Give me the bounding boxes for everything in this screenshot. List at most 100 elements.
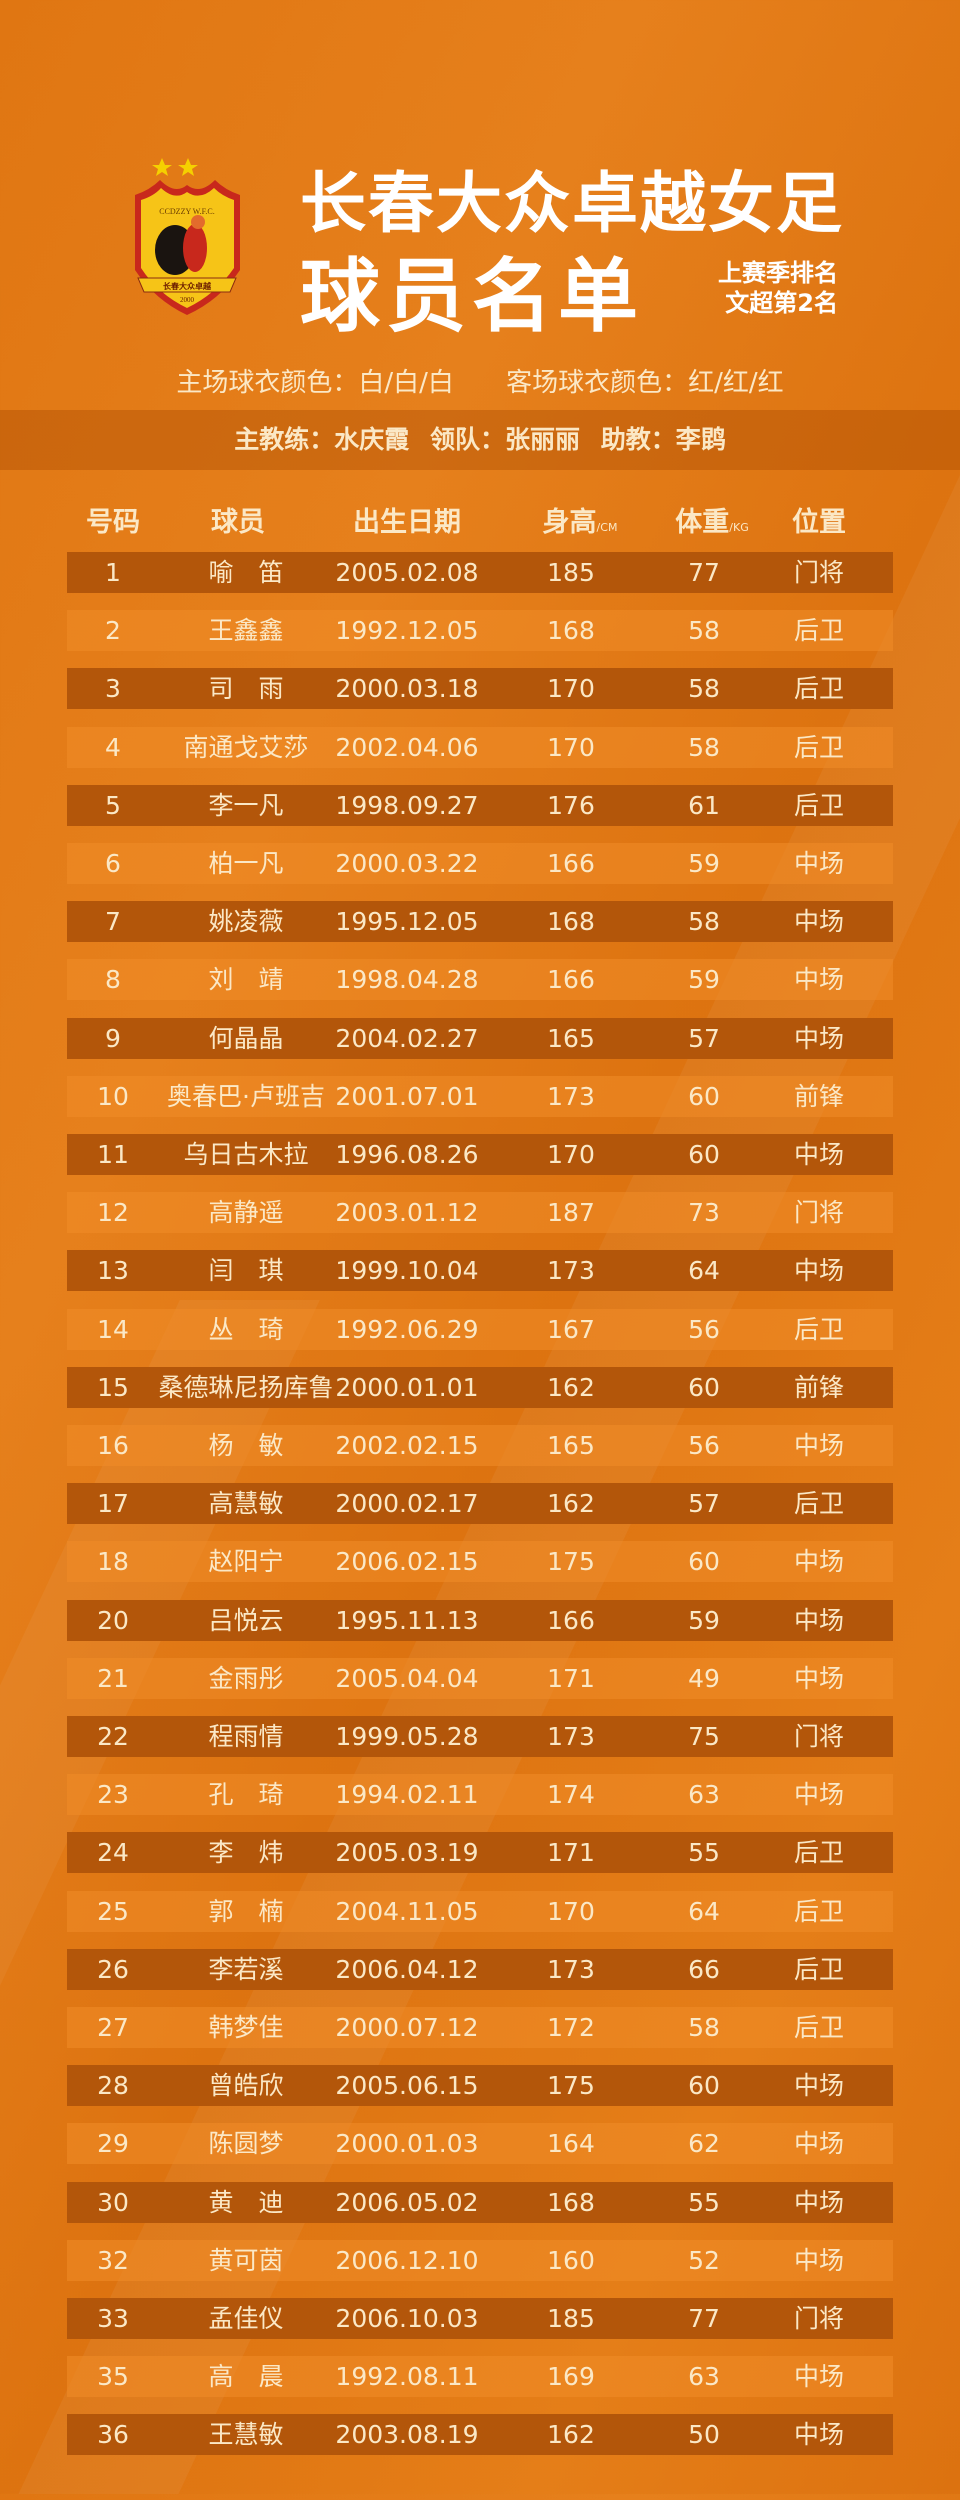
- player-name: 何晶晶: [208, 1023, 284, 1053]
- player-birth: 1999.05.28: [335, 1722, 479, 1751]
- player-position: 中场: [793, 1023, 845, 1053]
- player-height: 176: [547, 790, 595, 820]
- logo-text: CCDZZY W.F.C.: [159, 207, 215, 216]
- last-season-label: 上赛季排名: [718, 259, 838, 287]
- player-birth: 1995.11.13: [335, 1605, 479, 1635]
- player-number: 32: [97, 2245, 129, 2275]
- player-position: 中场: [793, 1431, 845, 1460]
- player-name: 李一凡: [208, 790, 284, 820]
- club-crest-logo: CCDZZY W.F.C. 长春大众卓越 2000: [135, 158, 240, 315]
- table-row: 1 喻 笛 2005.02.08 185 77 门将: [67, 552, 893, 593]
- player-number: 9: [105, 1023, 121, 1053]
- player-number: 28: [97, 2071, 129, 2101]
- last-season-rank: 上赛季排名 文超第2名: [718, 258, 838, 318]
- player-birth: 2005.06.15: [335, 2071, 479, 2101]
- player-number: 35: [97, 2362, 129, 2392]
- player-name: 曾皓欣: [208, 2071, 284, 2101]
- player-birth: 2006.02.15: [335, 1547, 479, 1577]
- player-number: 27: [97, 2013, 129, 2042]
- player-height: 166: [547, 849, 595, 878]
- player-number: 23: [97, 1780, 129, 1810]
- player-weight: 60: [688, 2071, 720, 2101]
- player-name: 闫 琪: [208, 1256, 284, 1286]
- table-row: 11 乌日古木拉 1996.08.26 170 60 中场: [67, 1134, 893, 1175]
- player-weight: 50: [688, 2420, 720, 2450]
- player-name: 高静遥: [208, 1198, 284, 1228]
- header-height-label: 身高: [542, 507, 597, 538]
- player-position: 中场: [793, 1663, 845, 1693]
- player-position: 中场: [793, 2071, 845, 2101]
- player-height: 167: [547, 1314, 595, 1344]
- table-row: 15 桑德琳尼扬库鲁 2000.01.01 162 60 前锋: [67, 1366, 893, 1408]
- player-number: 29: [97, 2129, 129, 2159]
- player-birth: 1996.08.26: [335, 1140, 479, 1169]
- player-height: 174: [547, 1780, 595, 1810]
- player-weight: 58: [688, 674, 720, 704]
- home-kit: 主场球衣颜色：白/白/白: [176, 368, 454, 398]
- player-number: 1: [105, 558, 121, 587]
- player-number: 4: [105, 732, 121, 762]
- player-birth: 2005.04.04: [335, 1663, 479, 1693]
- player-birth: 2004.02.27: [335, 1023, 479, 1053]
- player-birth: 1992.06.29: [335, 1314, 479, 1344]
- table-row: 29 陈圆梦 2000.01.03 164 62 中场: [67, 2123, 893, 2165]
- table-row: 26 李若溪 2006.04.12 173 66 后卫: [67, 1948, 893, 1990]
- player-position: 中场: [793, 1605, 845, 1635]
- player-position: 后卫: [793, 732, 845, 762]
- player-name: 杨 敏: [208, 1431, 284, 1460]
- player-name: 程雨情: [208, 1722, 284, 1751]
- player-height: 185: [547, 558, 595, 587]
- player-birth: 2006.04.12: [335, 1954, 479, 1984]
- player-number: 5: [105, 790, 121, 820]
- player-name: 南通戈艾莎: [183, 732, 309, 762]
- player-birth: 2006.05.02: [335, 2187, 479, 2217]
- player-position: 门将: [793, 2304, 845, 2333]
- player-position: 中场: [793, 1140, 845, 1169]
- player-name: 高慧敏: [208, 1489, 284, 1519]
- player-number: 20: [97, 1605, 129, 1635]
- player-birth: 2004.11.05: [335, 1896, 479, 1926]
- table-row: 18 赵阳宁 2006.02.15 175 60 中场: [67, 1541, 893, 1583]
- player-name: 姚凌薇: [208, 907, 284, 937]
- table-row: 36 王慧敏 2003.08.19 162 50 中场: [67, 2414, 893, 2456]
- player-position: 中场: [793, 1780, 845, 1810]
- header-weight-unit: /KG: [729, 521, 749, 534]
- player-birth: 2000.03.22: [335, 849, 479, 878]
- player-weight: 57: [688, 1489, 720, 1519]
- player-number: 15: [97, 1372, 129, 1402]
- player-birth: 1994.02.11: [335, 1780, 479, 1810]
- player-number: 2: [105, 616, 121, 646]
- player-name: 李 炜: [208, 1838, 284, 1868]
- player-weight: 59: [688, 849, 720, 878]
- player-birth: 2000.03.18: [335, 674, 479, 704]
- player-name: 陈圆梦: [208, 2129, 284, 2159]
- player-weight: 63: [688, 1780, 720, 1810]
- player-height: 164: [547, 2129, 595, 2159]
- player-height: 173: [547, 1722, 595, 1751]
- player-number: 25: [97, 1896, 129, 1926]
- player-weight: 55: [688, 2187, 720, 2217]
- table-row: 28 曾皓欣 2005.06.15 175 60 中场: [67, 2065, 893, 2107]
- player-birth: 1999.10.04: [335, 1256, 479, 1286]
- player-name: 李若溪: [208, 1954, 284, 1984]
- player-birth: 1998.09.27: [335, 790, 479, 820]
- player-height: 171: [547, 1663, 595, 1693]
- player-birth: 1998.04.28: [335, 965, 479, 995]
- player-position: 中场: [793, 2362, 845, 2392]
- player-birth: 2003.08.19: [335, 2420, 479, 2450]
- team-leader: 领队：张丽丽: [429, 425, 580, 454]
- table-row: 23 孔 琦 1994.02.11 174 63 中场: [67, 1774, 893, 1816]
- player-position: 后卫: [793, 790, 845, 820]
- player-number: 26: [97, 1954, 129, 1984]
- player-name: 赵阳宁: [208, 1547, 284, 1577]
- player-weight: 77: [688, 558, 720, 587]
- player-weight: 58: [688, 616, 720, 646]
- player-number: 10: [97, 1081, 129, 1111]
- player-name: 王鑫鑫: [208, 616, 284, 646]
- player-position: 后卫: [793, 1896, 845, 1926]
- player-position: 后卫: [793, 616, 845, 646]
- player-number: 8: [105, 965, 121, 995]
- player-height: 170: [547, 1140, 595, 1169]
- player-name: 司 雨: [208, 674, 284, 704]
- player-weight: 77: [688, 2304, 720, 2333]
